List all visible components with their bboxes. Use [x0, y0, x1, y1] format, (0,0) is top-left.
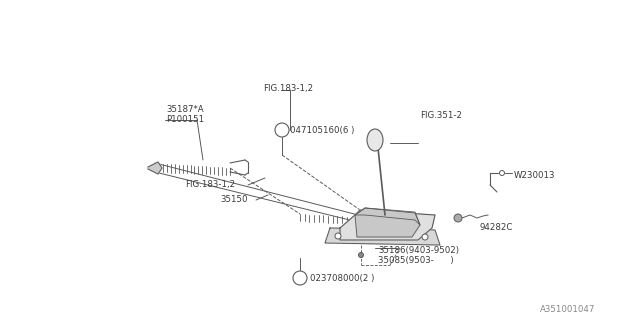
Circle shape — [422, 234, 428, 240]
Circle shape — [358, 252, 364, 258]
Ellipse shape — [367, 129, 383, 151]
Text: 35085(9503-      ): 35085(9503- ) — [378, 257, 454, 266]
Text: P100151: P100151 — [166, 116, 204, 124]
Text: 35150: 35150 — [220, 196, 248, 204]
Text: 35187*A: 35187*A — [166, 105, 204, 114]
Text: W230013: W230013 — [514, 171, 556, 180]
Text: FIG.183-1,2: FIG.183-1,2 — [263, 84, 313, 92]
Polygon shape — [355, 208, 420, 237]
Circle shape — [335, 233, 341, 239]
Text: 023708000(2 ): 023708000(2 ) — [310, 274, 374, 283]
Text: N: N — [297, 274, 303, 283]
Circle shape — [454, 214, 462, 222]
Text: FIG.351-2: FIG.351-2 — [420, 110, 462, 119]
Polygon shape — [148, 162, 162, 174]
Text: 35186(9403-9502): 35186(9403-9502) — [378, 245, 459, 254]
Polygon shape — [325, 228, 440, 245]
Text: 94282C: 94282C — [480, 222, 513, 231]
Text: FIG.183-1,2: FIG.183-1,2 — [185, 180, 235, 189]
Text: 047105160(6 ): 047105160(6 ) — [290, 125, 355, 134]
Circle shape — [293, 271, 307, 285]
Text: S: S — [280, 125, 284, 134]
Polygon shape — [340, 210, 435, 240]
Circle shape — [275, 123, 289, 137]
Text: A351001047: A351001047 — [540, 306, 595, 315]
Circle shape — [499, 171, 504, 175]
